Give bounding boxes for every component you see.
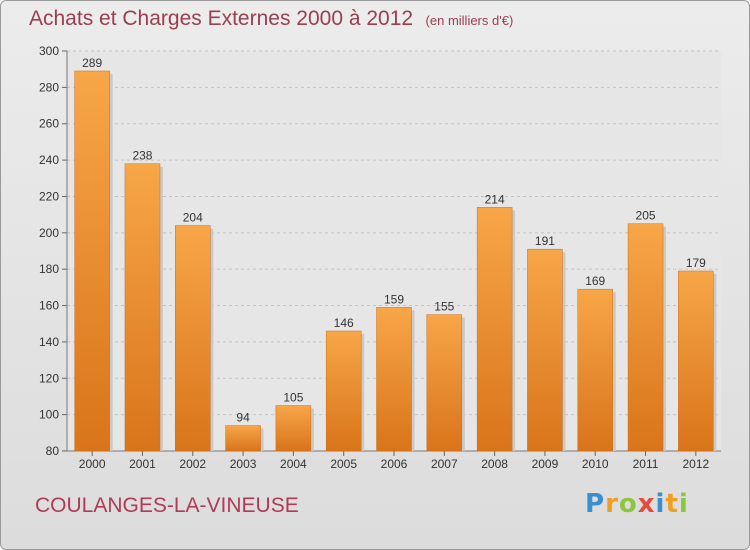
x-tick-label: 2005 <box>330 457 357 471</box>
y-tick-label: 180 <box>39 262 59 276</box>
x-tick-label: 2002 <box>179 457 206 471</box>
data-label: 238 <box>132 149 152 163</box>
y-tick-label: 280 <box>39 80 59 94</box>
unit-text: (en milliers d'€) <box>425 13 514 28</box>
x-tick-label: 2007 <box>431 457 458 471</box>
x-tick-label: 2011 <box>633 457 659 471</box>
data-label: 214 <box>485 192 505 206</box>
x-tick-label: 2009 <box>532 457 559 471</box>
bar <box>426 314 463 452</box>
logo-letter: o <box>618 489 638 519</box>
x-tick-label: 2012 <box>682 457 709 471</box>
y-tick-label: 140 <box>39 335 59 349</box>
data-label: 204 <box>183 211 203 225</box>
data-label: 105 <box>283 391 303 405</box>
commune-name: COULANGES-LA-VINEUSE <box>35 494 299 517</box>
data-label: 179 <box>686 256 706 270</box>
bar <box>627 223 664 452</box>
bar <box>124 163 161 452</box>
y-tick-label: 260 <box>39 117 59 131</box>
data-label: 94 <box>236 411 250 425</box>
title-text: Achats et Charges Externes 2000 à 2012 <box>29 7 414 30</box>
data-label: 159 <box>384 292 404 306</box>
proxiti-logo: Proxiti <box>585 489 689 519</box>
y-tick-label: 80 <box>46 444 60 458</box>
bar <box>225 425 261 452</box>
bar <box>527 248 563 452</box>
logo-letter: x <box>637 489 656 519</box>
bar <box>678 270 714 452</box>
logo-letter: t <box>665 489 679 519</box>
x-tick-label: 2006 <box>381 457 408 471</box>
logo-letter: i <box>655 489 666 519</box>
data-label: 289 <box>82 56 102 70</box>
data-label: 155 <box>434 300 454 314</box>
data-label: 205 <box>636 209 656 223</box>
logo-letter: i <box>678 489 689 519</box>
bar <box>74 70 110 452</box>
y-tick-label: 300 <box>39 44 59 58</box>
chart-title: Achats et Charges Externes 2000 à 2012 (… <box>29 7 513 31</box>
x-tick-label: 2004 <box>280 457 307 471</box>
y-tick-label: 160 <box>39 299 59 313</box>
y-tick-label: 100 <box>39 408 59 422</box>
y-tick-label: 220 <box>39 189 59 203</box>
logo-letter: r <box>605 489 619 519</box>
data-label: 146 <box>334 316 354 330</box>
bar <box>175 225 211 452</box>
data-label: 169 <box>585 274 605 288</box>
y-tick-label: 240 <box>39 153 59 167</box>
bar <box>376 307 412 452</box>
bar <box>325 330 362 452</box>
bar <box>577 288 613 452</box>
data-label: 191 <box>535 234 555 248</box>
x-tick-label: 2000 <box>79 457 106 471</box>
bar <box>476 207 513 452</box>
x-tick-label: 2001 <box>129 457 156 471</box>
bar <box>275 405 312 452</box>
y-tick-label: 120 <box>39 371 59 385</box>
x-tick-label: 2008 <box>481 457 508 471</box>
y-tick-label: 200 <box>39 226 59 240</box>
x-tick-label: 2003 <box>230 457 257 471</box>
x-tick-label: 2010 <box>582 457 609 471</box>
logo-letter: P <box>585 489 606 519</box>
